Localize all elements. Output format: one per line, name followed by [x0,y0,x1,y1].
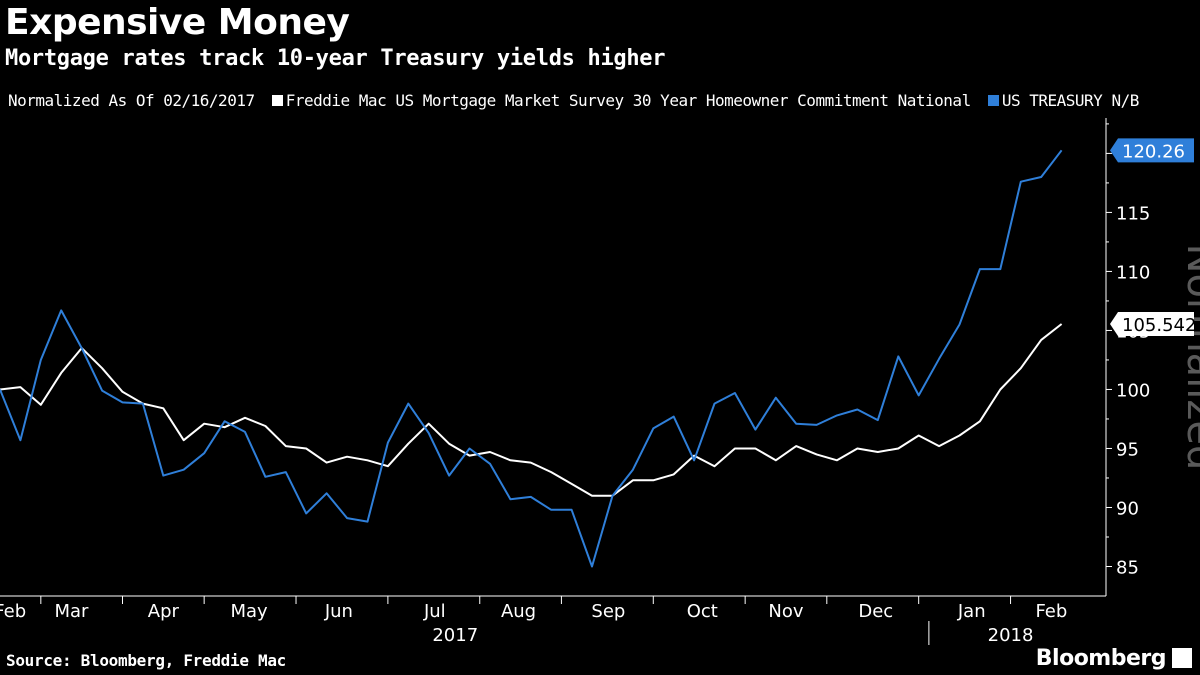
x-year-label: 2018 [988,625,1034,646]
x-tick-label: Feb [1035,601,1067,622]
treasury-last-value-label: 120.26 [1122,141,1185,162]
x-tick-label: Apr [148,601,180,622]
y-tick-label: 100 [1116,380,1150,401]
x-tick-label: Sep [591,601,625,622]
x-tick-label: Jul [423,601,446,622]
x-tick-label: Feb [0,601,26,622]
mortgage-last-value-badge [1110,312,1194,337]
y-tick-label: 85 [1116,557,1139,578]
brand-logo-text: Bloomberg [1035,646,1167,671]
mortgage-series-line [0,323,1063,497]
x-tick-label: Aug [501,601,536,622]
x-tick-label: Jun [324,601,353,622]
x-tick-label: Nov [768,601,803,622]
source-note: Source: Bloomberg, Freddie Mac [6,651,286,670]
treasury-series-line [0,149,1063,568]
treasury-last-value-badge [1110,138,1194,163]
mortgage-last-value-label: 105.542 [1122,315,1196,336]
legend-label-mortgage: Freddie Mac US Mortgage Market Survey 30… [285,91,971,110]
x-tick-label: Mar [54,601,89,622]
x-tick-label: Oct [687,601,718,622]
x-year-label: 2017 [432,625,478,646]
legend-swatch-treasury [987,95,999,106]
y-tick-label: 110 [1116,262,1150,283]
legend: Normalized As Of 02/16/2017 Freddie Mac … [8,91,1139,110]
y-tick-label: 90 [1116,498,1139,519]
chart-subtitle: Mortgage rates track 10-year Treasury yi… [5,46,666,71]
x-tick-label: Jan [957,601,986,622]
legend-prefix: Normalized As Of 02/16/2017 [8,91,255,110]
chart-title: Expensive Money [5,2,350,43]
y-axis-label: Normalized [1178,244,1200,471]
legend-swatch-mortgage [271,95,283,106]
y-tick-label: 115 [1116,203,1150,224]
x-tick-label: Dec [858,601,893,622]
y-tick-label: 95 [1116,439,1139,460]
legend-label-treasury: US TREASURY N/B [1001,91,1140,110]
brand-logo-icon [1172,648,1192,668]
x-tick-label: May [230,601,268,622]
